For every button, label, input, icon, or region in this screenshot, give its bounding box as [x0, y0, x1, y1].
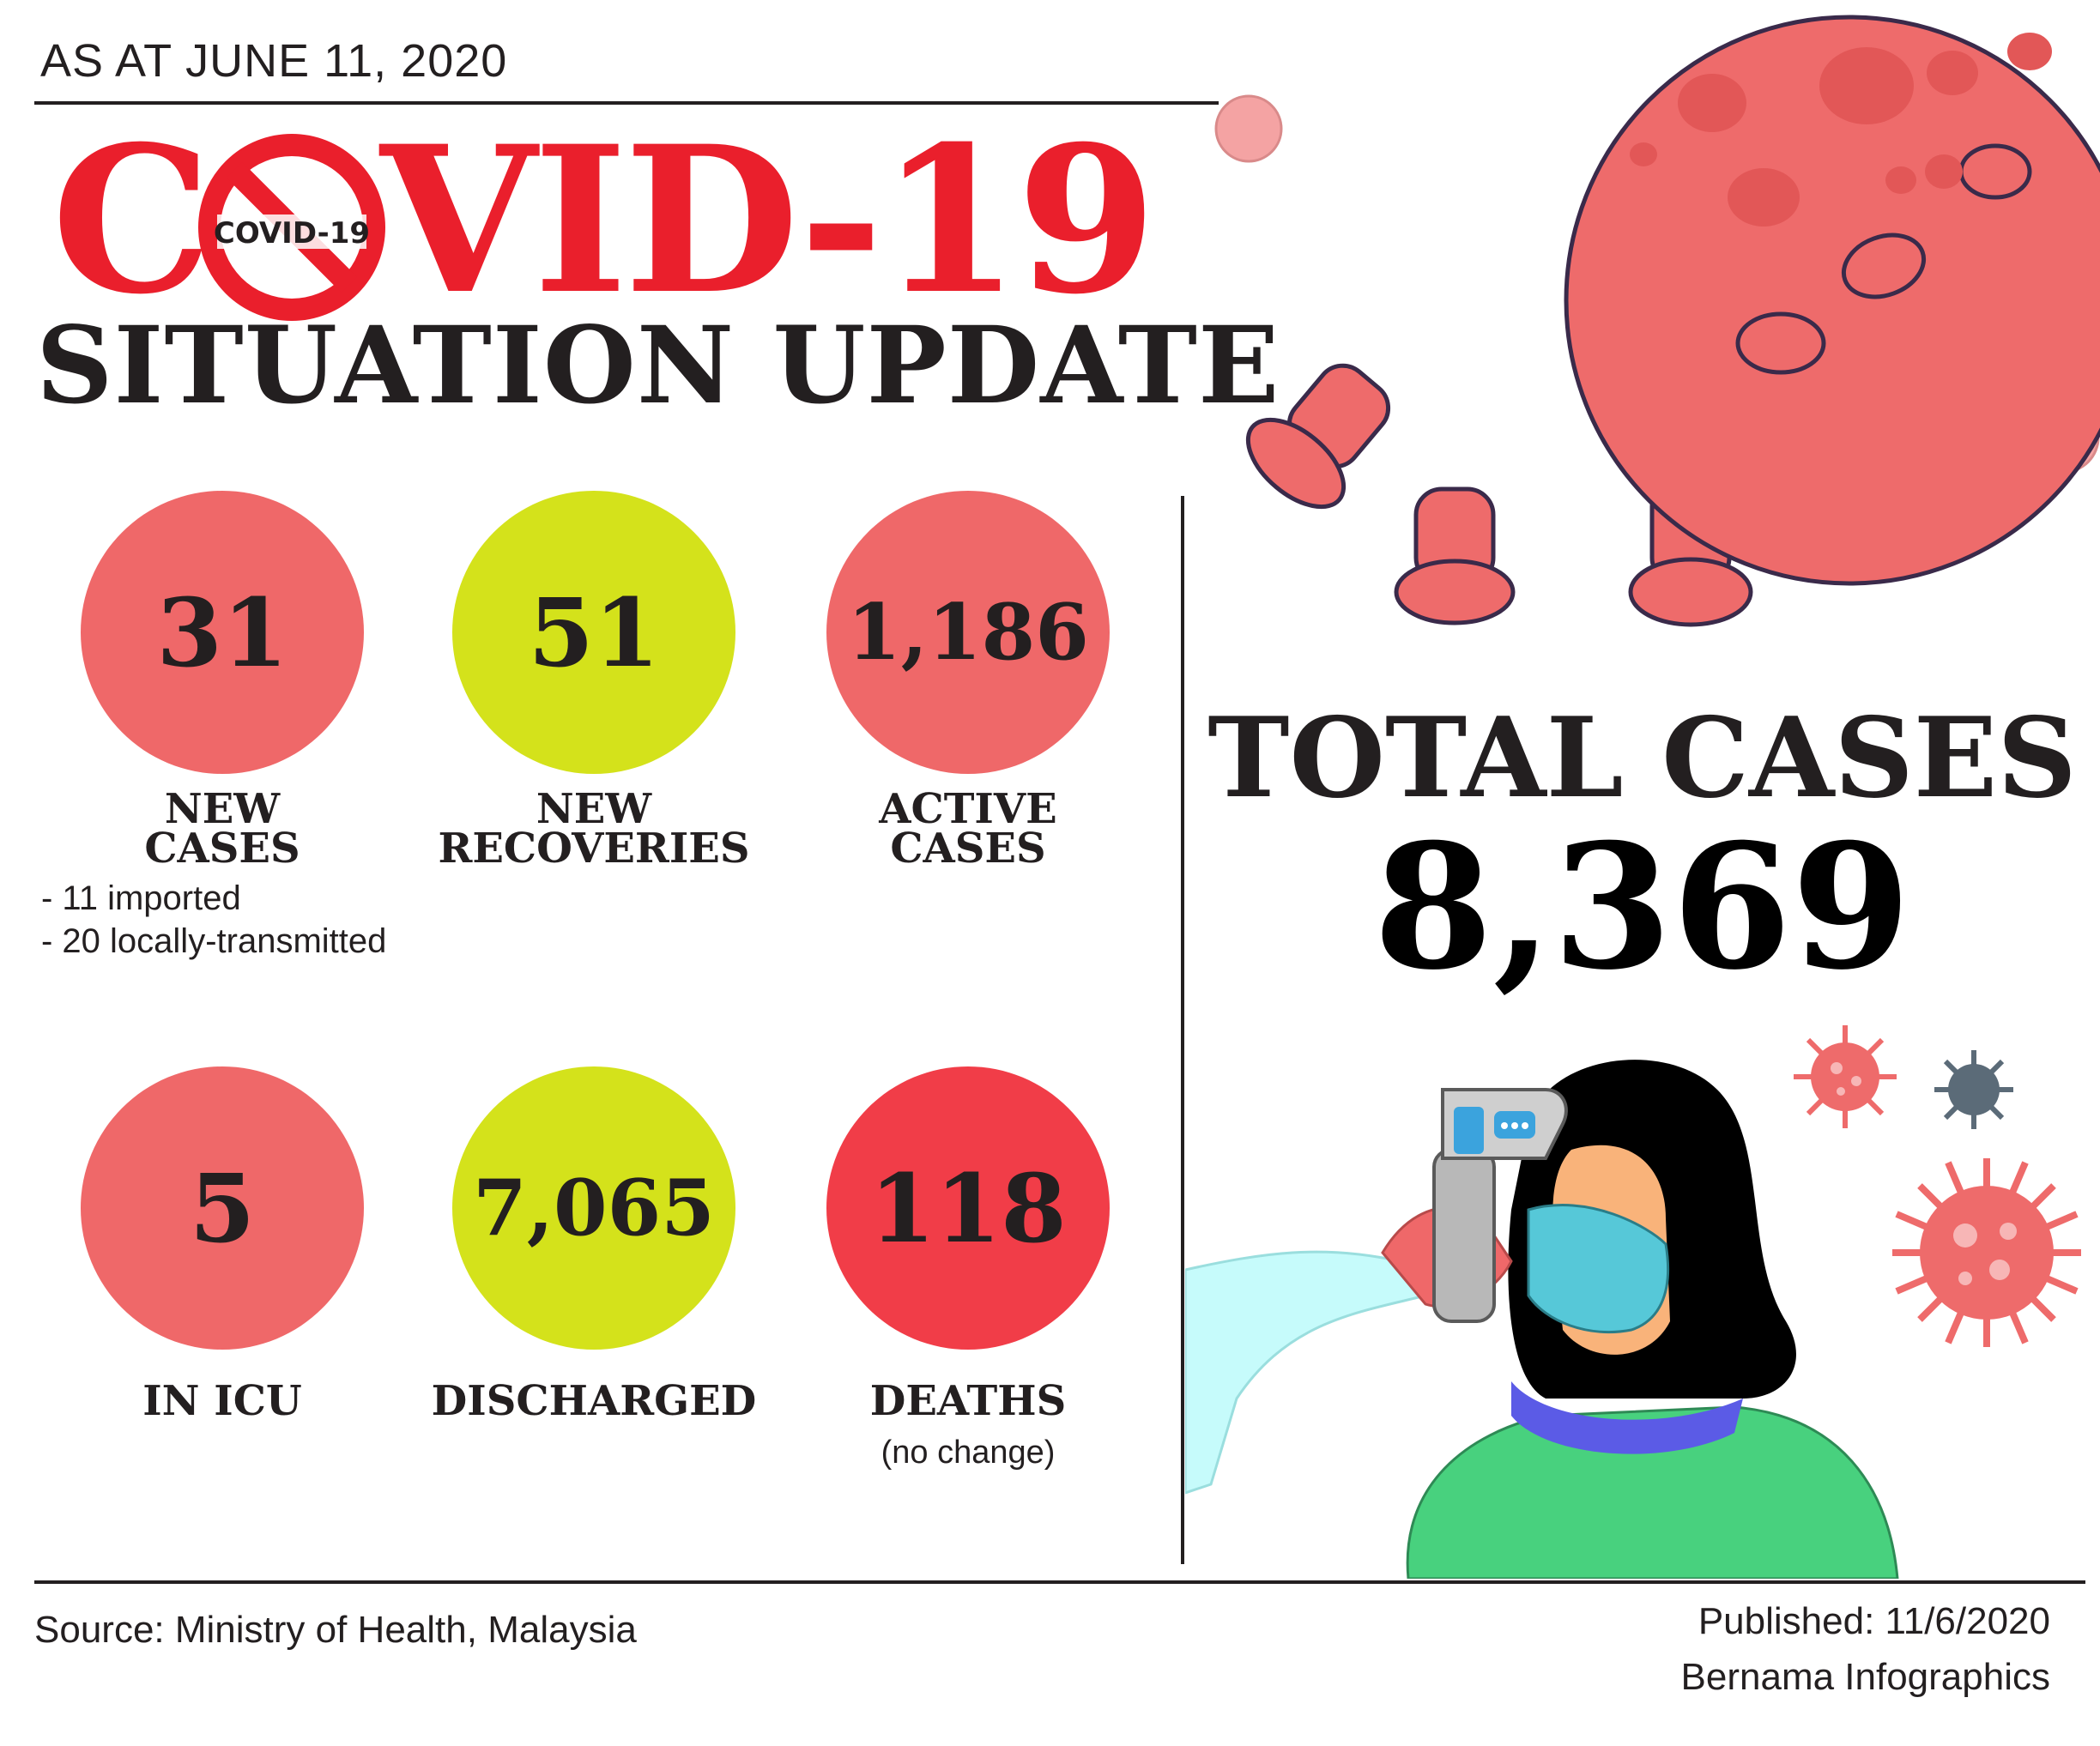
top-divider [34, 101, 1219, 105]
virus-illustration [1214, 15, 2100, 627]
source-text: Source: Ministry of Health, Malaysia [34, 1609, 637, 1651]
small-virus-icon [1794, 1025, 1897, 1128]
main-title: C VID-19 [51, 120, 1157, 322]
new-cases-label-line1: NEW [164, 785, 281, 833]
title-part2: VID-19 [380, 102, 1157, 339]
new-cases-value: 31 [156, 577, 288, 688]
active-cases-label: ACTIVE CASES [796, 785, 1140, 873]
title-part1: C [51, 102, 212, 339]
new-recoveries-label-line1: NEW [536, 785, 652, 833]
new-cases-label: NEW CASES [51, 785, 394, 873]
small-virus-icon [1892, 1158, 2081, 1347]
total-cases-label: TOTAL CASES [1207, 694, 2077, 823]
deaths-label: DEATHS [869, 1377, 1067, 1425]
published-date: Published: 11/6/2020 [1698, 1600, 2050, 1642]
active-cases-label-line2: CASES [890, 825, 1046, 873]
deaths-note: (no change) [881, 1435, 1056, 1471]
vertical-divider [1181, 496, 1184, 1564]
new-recoveries-value: 51 [528, 577, 660, 688]
subtitle: SITUATION UPDATE [36, 304, 1280, 428]
total-cases-value: 8,369 [1373, 807, 1911, 1008]
new-recoveries-label: NEW RECOVERIES [422, 785, 766, 873]
active-cases-value: 1,186 [847, 587, 1089, 678]
active-cases-circle: 1,186 [826, 491, 1110, 774]
credit-text: Bernama Infographics [1680, 1656, 2050, 1698]
deaths-value: 118 [869, 1152, 1067, 1264]
deaths-circle: 118 [826, 1066, 1110, 1350]
new-cases-circle: 31 [81, 491, 364, 774]
no-sign-label: COVID-19 [214, 216, 370, 251]
discharged-circle: 7,065 [452, 1066, 735, 1350]
date-line: AS AT JUNE 11, 2020 [40, 35, 508, 87]
thermometer-illustration [1185, 1060, 1899, 1579]
in-icu-circle: 5 [81, 1066, 364, 1350]
new-cases-note-local: - 20 locally-transmitted [41, 922, 387, 960]
new-cases-label-line2: CASES [144, 825, 300, 873]
discharged-value: 7,065 [473, 1163, 715, 1254]
small-virus-icon [1934, 1050, 2013, 1129]
in-icu-label: IN ICU [142, 1377, 302, 1425]
new-recoveries-label-line2: RECOVERIES [438, 825, 750, 873]
new-cases-note-imported: - 11 imported [41, 879, 241, 917]
active-cases-label-line1: ACTIVE [879, 785, 1057, 833]
no-sign-icon: COVID-19 [198, 134, 385, 321]
bottom-divider [34, 1580, 2085, 1584]
in-icu-value: 5 [189, 1152, 256, 1264]
discharged-label: DISCHARGED [431, 1377, 757, 1425]
new-recoveries-circle: 51 [452, 491, 735, 774]
